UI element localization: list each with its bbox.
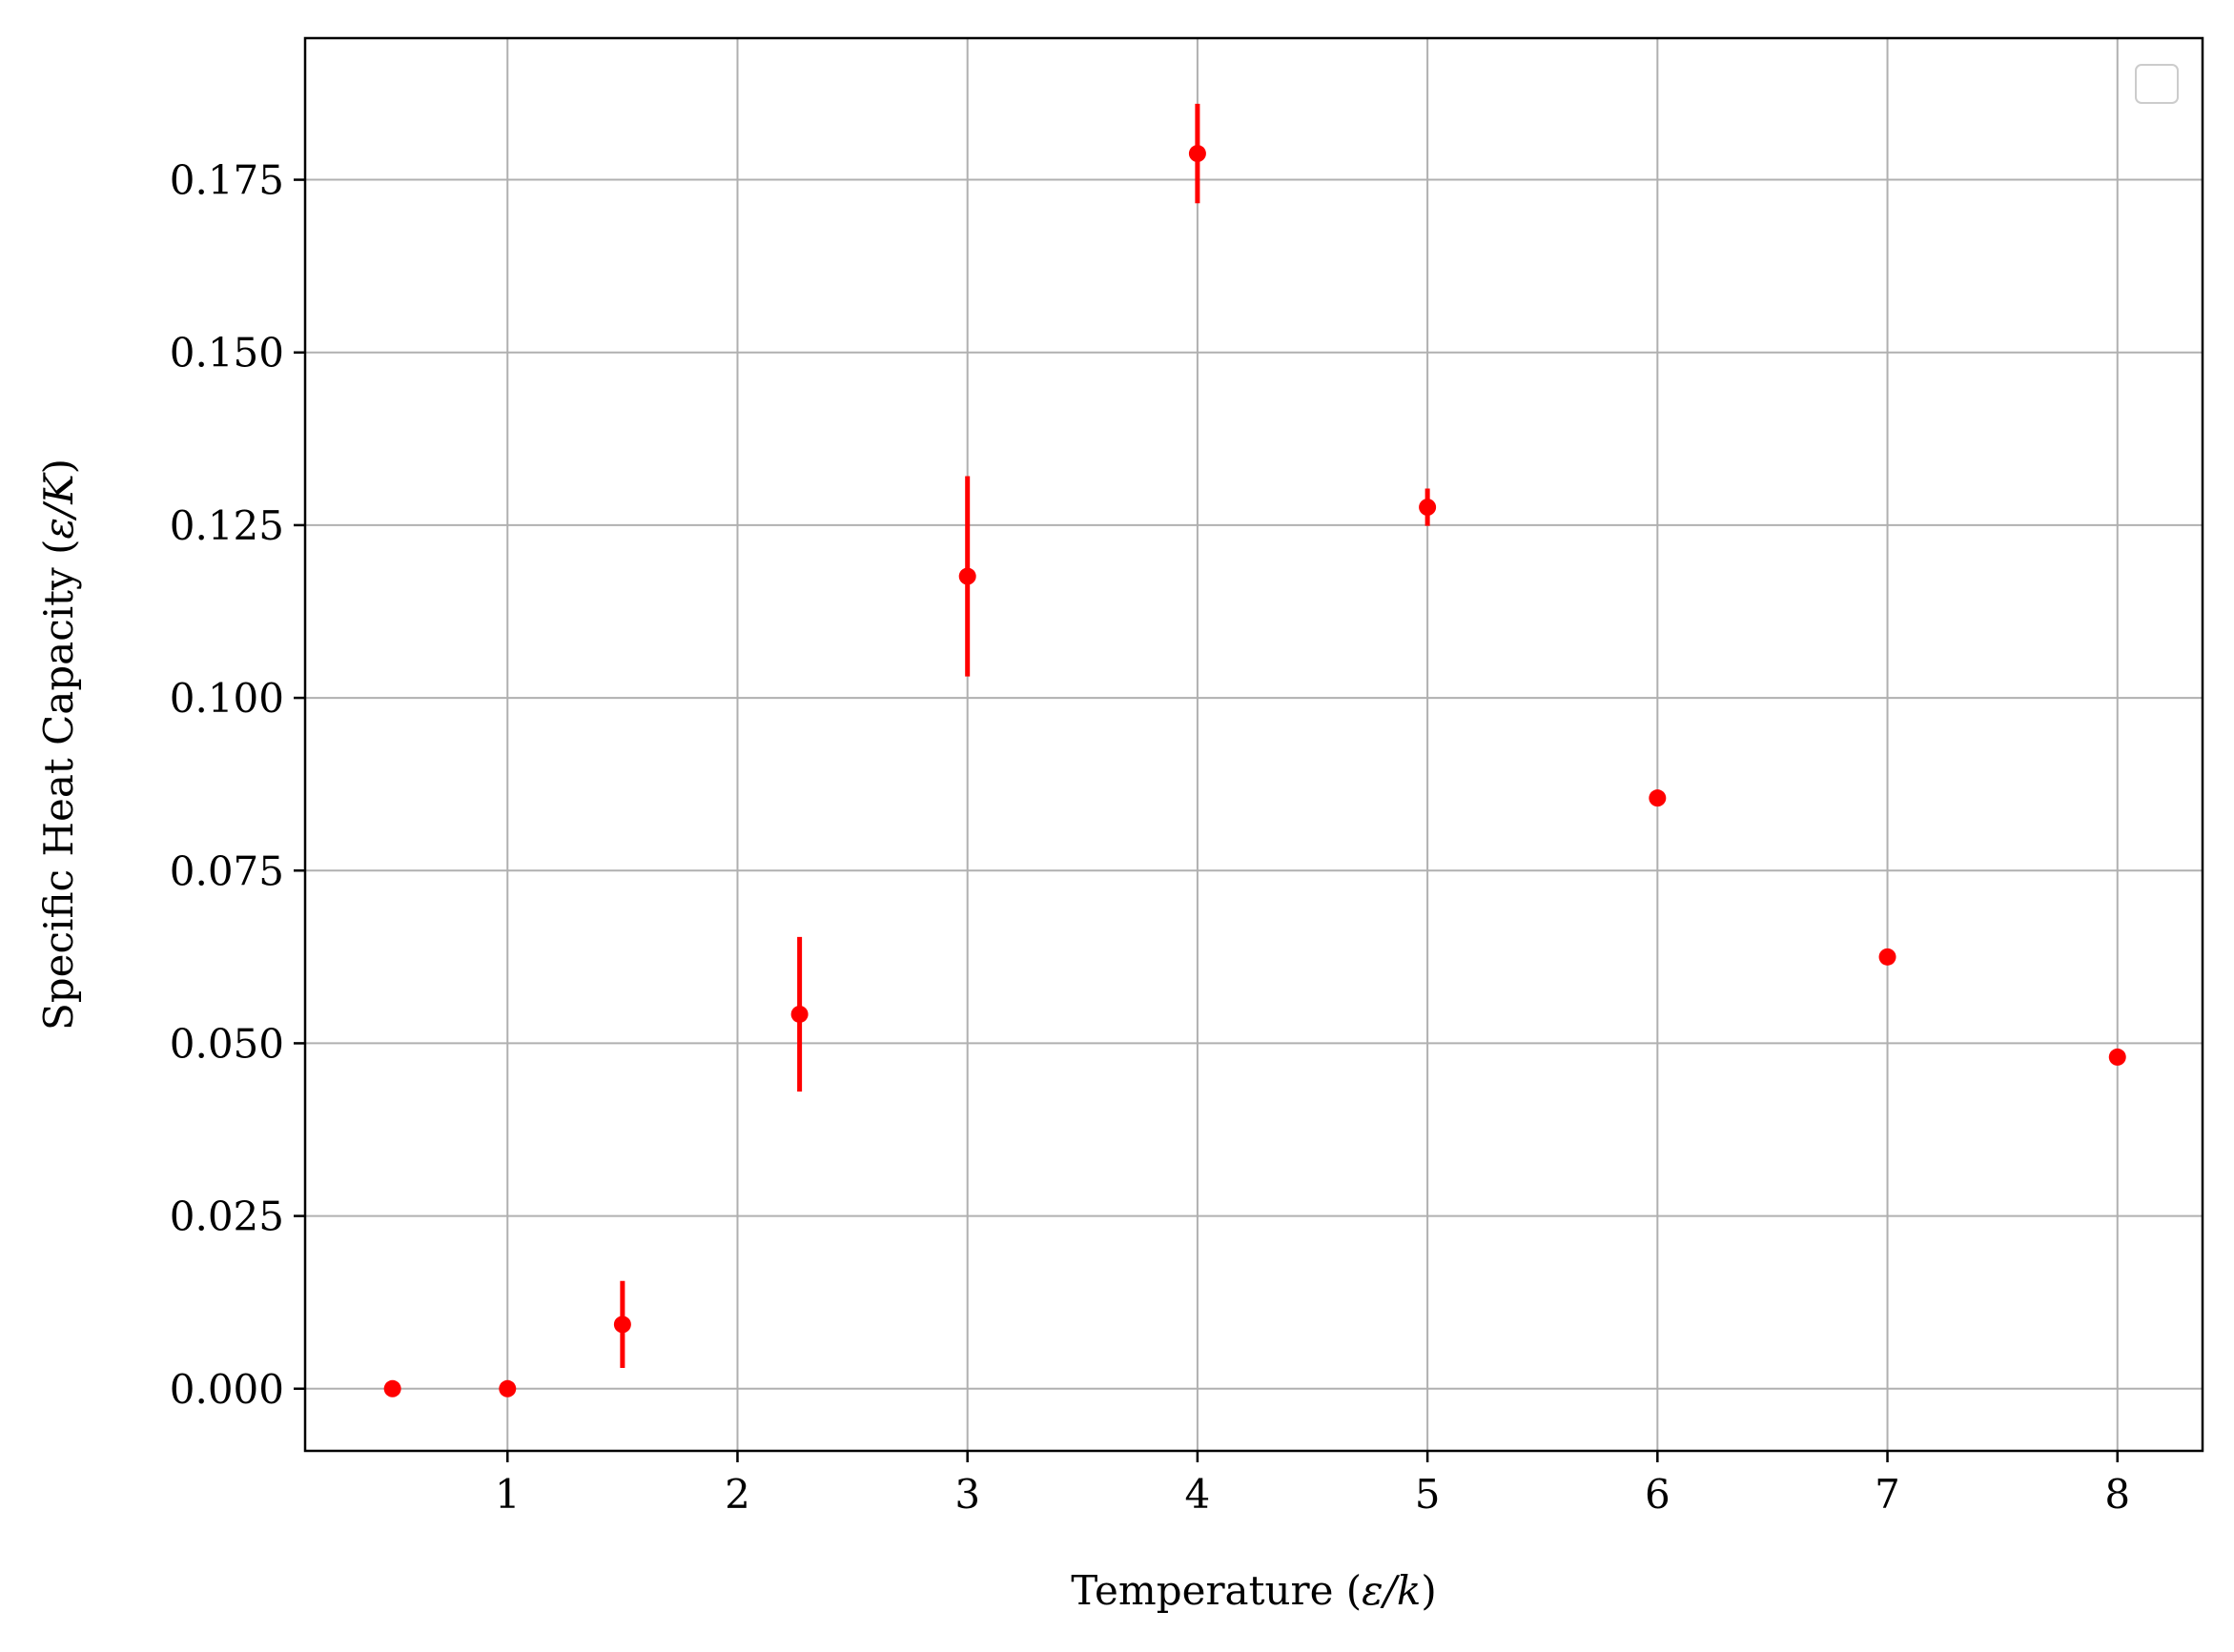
data-point [2108,1048,2126,1066]
data-point [790,1005,809,1023]
y-tick-label: 0.100 [170,675,284,722]
y-tick-label: 0.025 [170,1193,284,1240]
x-tick-label: 2 [725,1471,750,1518]
y-axis-ticks: 0.000 0.025 0.050 0.075 0.100 0.125 0.150 0.175 [170,157,305,1413]
x-tick-label: 7 [1875,1471,1900,1518]
y-tick-label: 0.000 [170,1366,284,1413]
y-tick-label: 0.175 [170,157,284,204]
x-tick-label: 1 [495,1471,521,1518]
x-tick-label: 5 [1415,1471,1441,1518]
x-tick-label: 4 [1185,1471,1211,1518]
legend [2135,64,2179,104]
data-point [1188,145,1206,163]
x-tick-label: 8 [2104,1471,2130,1518]
x-tick-label: 6 [1645,1471,1670,1518]
y-tick-label: 0.050 [170,1020,284,1067]
data-point [613,1315,631,1334]
data-point [1419,499,1437,517]
data-point [958,567,976,585]
y-tick-label: 0.075 [170,847,284,894]
data-point [383,1379,401,1397]
grid [305,38,2203,1451]
x-axis-label: Temperature (ε/k) [1071,1567,1436,1614]
data-point [1878,948,1896,966]
data-point [499,1379,517,1397]
data-point [1649,789,1667,807]
plot-frame [303,36,2204,1453]
y-axis-label: Specific Heat Capacity (ε/K) [35,459,82,1030]
data-points [383,145,2126,1397]
x-axis-ticks: 1 2 3 4 5 6 7 8 [495,1451,2130,1518]
y-tick-label: 0.125 [170,502,284,549]
y-tick-label: 0.150 [170,330,284,377]
x-tick-label: 3 [954,1471,980,1518]
plot-area [305,38,2203,1451]
